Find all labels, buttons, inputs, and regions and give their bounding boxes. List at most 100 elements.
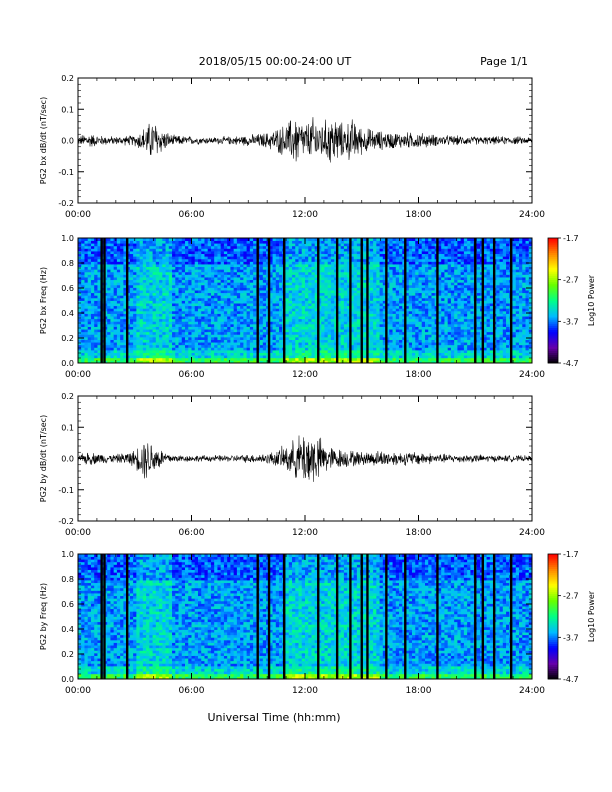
spectrogram-cell — [78, 245, 82, 249]
spectrogram-cell — [308, 284, 312, 288]
spectrogram-cell — [123, 256, 128, 260]
spectrogram-cell — [275, 261, 280, 265]
spectrogram-cell — [220, 331, 225, 335]
spectrogram-cell — [246, 282, 251, 286]
spectrogram-cell — [139, 240, 144, 244]
spectrogram-cell — [298, 352, 303, 356]
spectrogram-cell — [317, 316, 322, 320]
spectrogram-cell — [308, 323, 312, 327]
spectrogram-cell — [194, 292, 199, 296]
spectrogram-cell — [116, 240, 121, 244]
spectrogram-cell — [317, 321, 322, 325]
spectrogram-cell — [136, 323, 141, 327]
spectrogram-cell — [113, 271, 118, 275]
spectrogram-cell — [373, 292, 377, 296]
spectrogram-cell — [126, 238, 131, 241]
spectrogram-cell — [389, 331, 393, 335]
spectrogram-cell — [350, 303, 355, 307]
spectrogram-cell — [181, 264, 186, 268]
spectrogram-cell — [337, 248, 342, 252]
spectrogram-cell — [126, 303, 131, 307]
spectrogram-cell — [214, 331, 218, 335]
spectrogram-cell — [343, 256, 348, 260]
spectrogram-cell — [389, 357, 393, 361]
spectrogram-cell — [327, 261, 332, 265]
spectrogram-cell — [210, 258, 215, 262]
spectrogram-cell — [246, 292, 251, 296]
spectrogram-cell — [81, 349, 85, 353]
spectrogram-cell — [165, 303, 170, 307]
spectrogram-cell — [152, 355, 157, 359]
spectrogram-cell — [253, 238, 257, 241]
spectrogram-cell — [353, 238, 358, 241]
spectrogram-cell — [152, 329, 157, 333]
spectrogram-cell — [204, 290, 209, 294]
spectrogram-cell — [233, 264, 238, 268]
spectrogram-cell — [123, 300, 128, 304]
spectrogram-cell — [94, 323, 98, 327]
spectrogram-cell — [185, 258, 189, 262]
spectrogram-cell — [246, 329, 251, 333]
spectrogram-cell — [379, 355, 384, 359]
spectrogram-cell — [149, 344, 153, 348]
spectrogram-cell — [246, 313, 251, 317]
spectrogram-cell — [90, 248, 95, 252]
spectrogram-cell — [285, 300, 290, 304]
spectrogram-cell — [90, 357, 95, 361]
spectrogram-cell — [295, 355, 299, 359]
spectrogram-cell — [155, 347, 160, 351]
spectrogram-cell — [120, 256, 124, 260]
spectrogram-cell — [373, 303, 377, 307]
spectrogram-cell — [243, 321, 248, 325]
spectrogram-cell — [392, 243, 397, 247]
spectrogram-cell — [272, 266, 277, 270]
spectrogram-cell — [288, 321, 293, 325]
spectrogram-cell — [399, 282, 403, 286]
spectrogram-cell — [399, 297, 403, 301]
spectrogram-cell — [253, 248, 257, 252]
spectrogram-cell — [146, 305, 150, 309]
spectrogram-cell — [129, 243, 134, 247]
spectrogram-cell — [84, 313, 89, 317]
spectrogram-cell — [230, 290, 235, 294]
spectrogram-cell — [376, 329, 380, 333]
spectrogram-cell — [165, 334, 170, 338]
spectrogram-cell — [103, 344, 108, 348]
spectrogram-cell — [78, 316, 82, 320]
spectrogram-cell — [94, 251, 98, 255]
spectrogram-cell — [97, 279, 102, 283]
spectrogram-cell — [356, 253, 361, 257]
spectrogram-cell — [272, 331, 277, 335]
spectrogram-cell — [178, 290, 183, 294]
spectrogram-cell — [210, 342, 215, 346]
spectrogram-cell — [340, 300, 345, 304]
spectrogram-cell — [311, 305, 316, 309]
spectrogram-cell — [110, 357, 115, 361]
spectrogram-cell — [175, 339, 179, 343]
spectrogram-cell — [217, 238, 222, 241]
spectrogram-cell — [116, 261, 121, 265]
spectrogram-cell — [191, 334, 196, 338]
spectrogram-cell — [81, 316, 85, 320]
spectrogram-cell — [262, 331, 267, 335]
spectrogram-cell — [386, 331, 390, 335]
spectrogram-cell — [223, 316, 228, 320]
spectrogram-cell — [330, 271, 335, 275]
spectrogram-cell — [136, 329, 141, 333]
spectrogram-cell — [230, 282, 235, 286]
spectrogram-cell — [389, 316, 393, 320]
spectrogram-cell — [399, 264, 403, 268]
spectrogram-cell — [321, 352, 325, 356]
spectrogram-cell — [227, 261, 231, 265]
spectrogram-cell — [90, 300, 95, 304]
spectrogram-cell — [230, 323, 235, 327]
spectrogram-cell — [126, 321, 131, 325]
spectrogram-cell — [84, 297, 89, 301]
spectrogram-cell — [337, 245, 342, 249]
spectrogram-cell — [259, 357, 264, 361]
spectrogram-cell — [363, 279, 368, 283]
spectrogram-cell — [269, 305, 273, 309]
spectrogram-cell — [172, 287, 176, 291]
spectrogram-cell — [227, 331, 231, 335]
spectrogram-cell — [139, 352, 144, 356]
